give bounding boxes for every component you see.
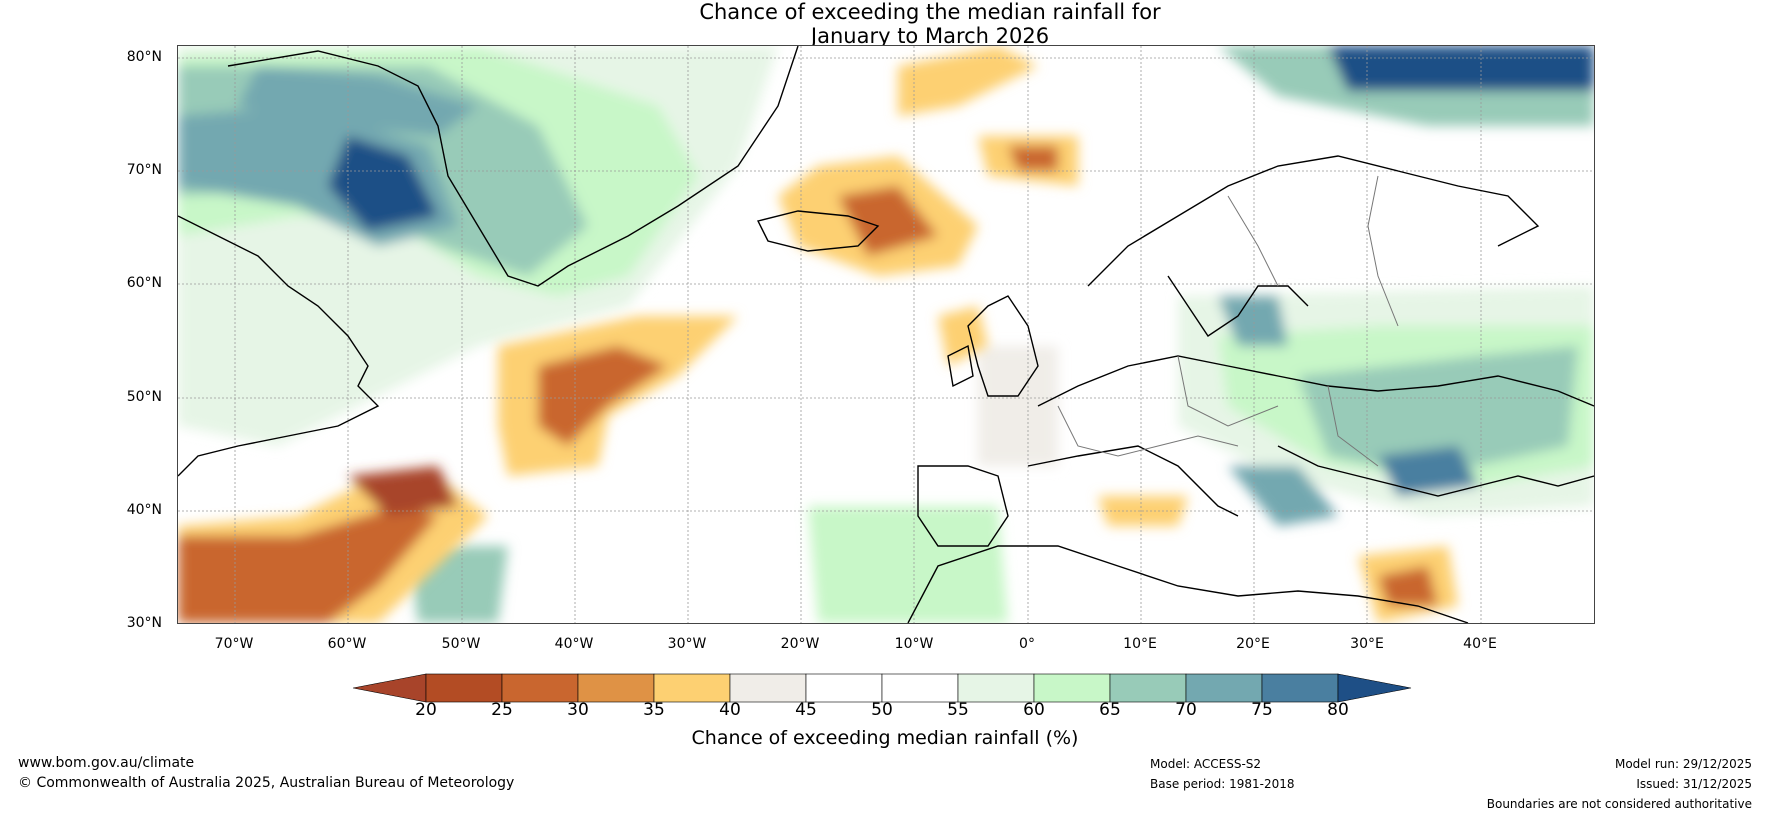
lon-label-0: 0° xyxy=(1019,636,1035,652)
colorbar-label: Chance of exceeding median rainfall (%) xyxy=(691,727,1079,749)
lat-label-50n: 50°N xyxy=(126,389,162,405)
model-name: Model: ACCESS-S2 xyxy=(1150,757,1262,771)
colorbar-tick: 20 xyxy=(415,700,437,720)
colorbar-segment xyxy=(1033,673,1111,703)
website-link[interactable]: www.bom.gov.au/climate xyxy=(18,755,195,771)
lon-label-20w: 20°W xyxy=(780,636,820,652)
lon-label-40w: 40°W xyxy=(554,636,594,652)
lon-label-50w: 50°W xyxy=(441,636,481,652)
rainfall-map xyxy=(178,46,1594,623)
lon-label-30e: 30°E xyxy=(1350,636,1384,652)
colorbar-tick: 30 xyxy=(567,700,589,720)
lat-label-80n: 80°N xyxy=(126,49,162,65)
colorbar-segment xyxy=(1109,673,1187,703)
lon-label-30w: 30°W xyxy=(667,636,707,652)
lat-label-40n: 40°N xyxy=(126,502,162,518)
colorbar-tick: 65 xyxy=(1099,700,1121,720)
colorbar-tick: 60 xyxy=(1023,700,1045,720)
colorbar-tick: 50 xyxy=(871,700,893,720)
colorbar-tick: 45 xyxy=(795,700,817,720)
lon-label-20e: 20°E xyxy=(1236,636,1270,652)
lat-label-70n: 70°N xyxy=(126,162,162,178)
colorbar-tick: 35 xyxy=(643,700,665,720)
colorbar-segment xyxy=(501,673,579,703)
colorbar-segment xyxy=(1185,673,1263,703)
dry-anomalies xyxy=(178,46,1458,623)
colorbar-segment xyxy=(729,673,807,703)
map-panel xyxy=(177,45,1595,624)
anomaly-field xyxy=(178,46,1594,623)
colorbar-tick: 40 xyxy=(719,700,741,720)
lon-label-70w: 70°W xyxy=(214,636,254,652)
title-line-1: Chance of exceeding the median rainfall … xyxy=(699,0,1161,24)
colorbar-segment xyxy=(957,673,1035,703)
colorbar-high-extension xyxy=(1337,673,1412,703)
colorbar-low-extension xyxy=(353,673,427,703)
colorbar-segment xyxy=(577,673,655,703)
map-title: Chance of exceeding the median rainfall … xyxy=(0,0,1770,48)
colorbar-tick: 70 xyxy=(1175,700,1197,720)
coastlines xyxy=(178,46,1594,623)
lon-label-40e: 40°E xyxy=(1463,636,1497,652)
borders xyxy=(1057,175,1399,467)
base-period: Base period: 1981-2018 xyxy=(1150,777,1295,791)
model-run-date: Model run: 29/12/2025 xyxy=(1614,757,1752,771)
colorbar-segment xyxy=(881,673,959,703)
colorbar-tick: 55 xyxy=(947,700,969,720)
lat-label-30n: 30°N xyxy=(126,615,162,631)
copyright-text: © Commonwealth of Australia 2025, Austra… xyxy=(18,775,515,791)
lon-label-10e: 10°E xyxy=(1123,636,1157,652)
issued-date: Issued: 31/12/2025 xyxy=(1636,777,1752,791)
lon-label-10w: 10°W xyxy=(894,636,934,652)
colorbar-segment xyxy=(805,673,883,703)
colorbar-segment xyxy=(653,673,731,703)
lat-label-60n: 60°N xyxy=(126,275,162,291)
colorbar-tick: 80 xyxy=(1327,700,1349,720)
title-line-2: January to March 2026 xyxy=(810,24,1050,48)
colorbar xyxy=(353,673,1412,703)
lon-label-60w: 60°W xyxy=(327,636,367,652)
colorbar-segment xyxy=(1261,673,1339,703)
colorbar-segment xyxy=(425,673,503,703)
colorbar-tick: 25 xyxy=(491,700,513,720)
colorbar-tick: 75 xyxy=(1251,700,1273,720)
graticule xyxy=(178,46,1594,623)
disclaimer-text: Boundaries are not considered authoritat… xyxy=(1486,797,1752,811)
